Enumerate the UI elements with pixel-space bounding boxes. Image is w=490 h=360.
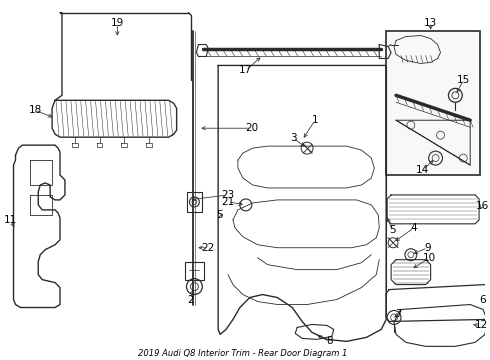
Text: 5: 5	[389, 225, 395, 235]
Bar	[187, 192, 202, 212]
Text: 9: 9	[424, 243, 431, 253]
Text: 5: 5	[216, 210, 222, 220]
Text: 23: 23	[221, 190, 235, 200]
Text: 11: 11	[4, 215, 17, 225]
Text: 2019 Audi Q8 Interior Trim - Rear Door Diagram 1: 2019 Audi Q8 Interior Trim - Rear Door D…	[138, 349, 347, 358]
Text: 3: 3	[290, 133, 296, 143]
Text: 13: 13	[424, 18, 437, 28]
Text: 15: 15	[457, 75, 470, 85]
Text: 16: 16	[475, 201, 489, 211]
Text: 6: 6	[480, 294, 487, 305]
Text: 1: 1	[312, 115, 318, 125]
Text: 18: 18	[28, 105, 42, 115]
Text: 19: 19	[111, 18, 124, 28]
Text: 22: 22	[201, 243, 215, 253]
Text: 7: 7	[395, 310, 401, 319]
Text: 17: 17	[239, 66, 252, 76]
Text: 21: 21	[221, 197, 235, 207]
Text: 20: 20	[245, 123, 258, 133]
Text: 2: 2	[187, 294, 194, 305]
Bar	[386, 31, 480, 175]
Bar	[185, 262, 204, 280]
Text: 12: 12	[474, 320, 488, 330]
Text: 10: 10	[423, 253, 436, 263]
Text: 8: 8	[326, 336, 333, 346]
Text: 14: 14	[416, 165, 429, 175]
Text: 4: 4	[411, 223, 417, 233]
